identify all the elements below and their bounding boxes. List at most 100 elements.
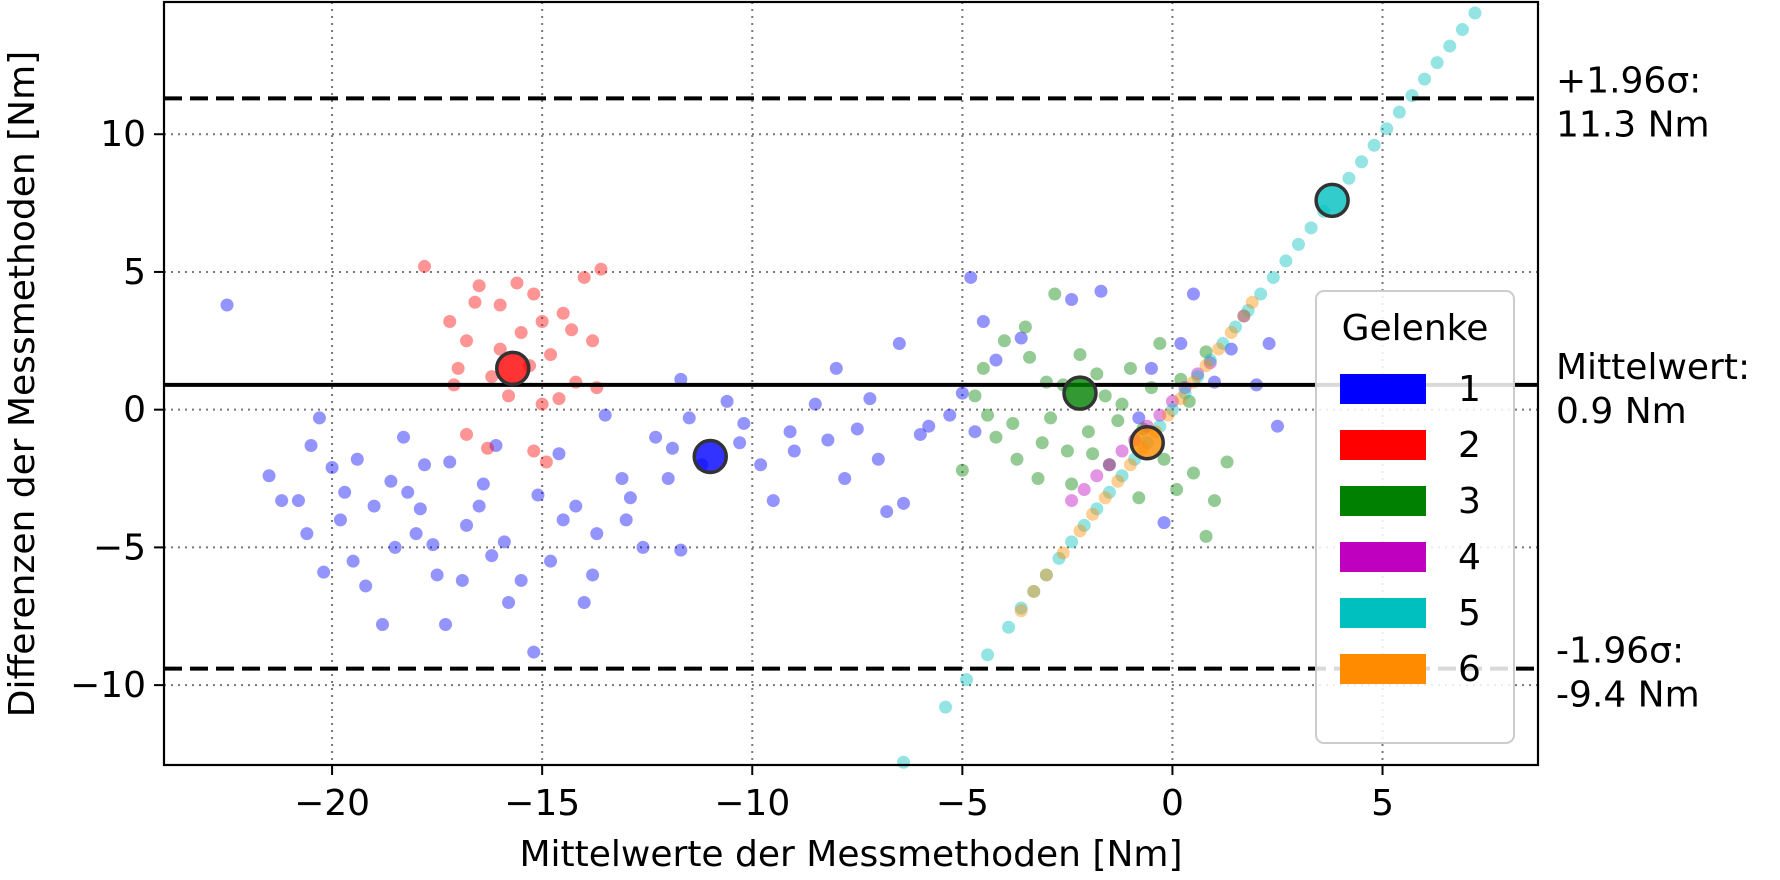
series-1-point [821,433,835,447]
x-tick-label: −5 [936,783,989,824]
series-5-point [1115,469,1129,483]
series-1-point [497,535,511,549]
series-1-point [502,595,516,609]
series-3-point [1199,345,1213,359]
series-1-point [333,513,347,527]
series-1-point [527,645,541,659]
series-3-point [1182,394,1196,408]
series-1-point [808,397,822,411]
series-1-point [304,438,318,452]
series-6-point [1237,309,1251,323]
series-1-point [460,518,474,532]
series-1-point [922,419,936,433]
lower-label-line2: -9.4 Nm [1556,675,1700,716]
legend-swatch-2 [1340,430,1426,460]
legend-label-1: 1 [1458,369,1481,410]
series-1-point [397,430,411,444]
series-1-point [1186,287,1200,301]
series-2-point [594,262,608,276]
series-1-point [375,618,389,632]
series-1-point [317,565,331,579]
series-1-point [1144,361,1158,375]
series-5-point [1027,584,1041,598]
series-3-point [1060,444,1074,458]
series-3-point [1207,494,1221,508]
legend-swatch-5 [1340,598,1426,628]
series-1-point [636,540,650,554]
series-2-point [451,361,465,375]
series-3-point [1090,367,1104,381]
series-5-point [1102,485,1116,499]
series-3-point [989,430,1003,444]
series-1-point [384,474,398,488]
series-1-point [838,472,852,486]
legend-swatch-6 [1340,654,1426,684]
series-4-point [1191,367,1205,381]
series-1-point [1270,419,1284,433]
series-3-point [968,389,982,403]
series-4-point [1090,469,1104,483]
series-1-point [649,430,663,444]
series-1-point [312,411,326,425]
series-2-point [493,298,507,312]
series-1-point [388,540,402,554]
series-5-point [1304,221,1318,235]
series-3-point [1115,397,1129,411]
legend-entries: 1 2 3 4 5 6 [1340,369,1481,690]
reference-labels: +1.96σ:11.3 Nm Mittelwert:0.9 Nm -1.96σ:-9… [1556,60,1750,715]
series-1-point [863,392,877,406]
series-3-point [1018,320,1032,334]
series-6-point [1098,491,1112,505]
series-1-point [964,270,978,284]
series-5-point [1430,56,1444,70]
series-2-point [527,287,541,301]
x-tick-label: 0 [1161,783,1184,824]
series-1-point [850,422,864,436]
series-6-point [1123,458,1137,472]
series-1-point [682,411,696,425]
series-2-point [493,342,507,356]
series-3-point [1081,425,1095,439]
series-6-point [1027,584,1041,598]
axis-ticks: −20 −15 −10 −5 0 5 −10 −5 0 5 10 [70,114,1394,824]
series-1-point [829,361,843,375]
series-5-point [1266,270,1280,284]
reference-lines [164,96,1538,671]
series-1-point [544,554,558,568]
series-3-mean-marker [1062,375,1098,411]
legend-label-5: 5 [1458,593,1481,634]
series-5-point [1342,171,1356,185]
series-2-point [544,348,558,362]
series-1-point [338,485,352,499]
series-1-point [720,394,734,408]
series-2-point [535,397,549,411]
legend-swatch-3 [1340,486,1426,516]
series-1-point [439,618,453,632]
series-3-point [1006,416,1020,430]
series-5-point [1468,6,1482,20]
series-1-point [783,425,797,439]
series-2-point [460,334,474,348]
series-1-point [623,491,637,505]
series-6-mean-marker [1129,424,1165,461]
series-1-point [577,595,591,609]
series-3-point [1174,372,1188,386]
x-axis-label: Mittelwerte der Messmethoden [Nm] [519,834,1182,875]
series-4-point [1165,394,1179,408]
series-5-point [1002,620,1016,634]
series-1-point [556,513,570,527]
scatter-points [220,6,1482,769]
series-1-point [291,494,305,508]
series-5-point [1065,535,1079,549]
y-tick-label: −5 [93,527,146,568]
series-1-point [880,505,894,519]
grid-lines [164,2,1538,765]
series-3-point [1073,348,1087,362]
series-1-point [897,496,911,510]
series-5-point [1279,254,1293,268]
upper-label-line1: +1.96σ: [1556,60,1701,101]
series-1-point [615,472,629,486]
series-5-point [939,700,953,714]
series-2-point [510,276,524,290]
series-1-point [737,416,751,430]
